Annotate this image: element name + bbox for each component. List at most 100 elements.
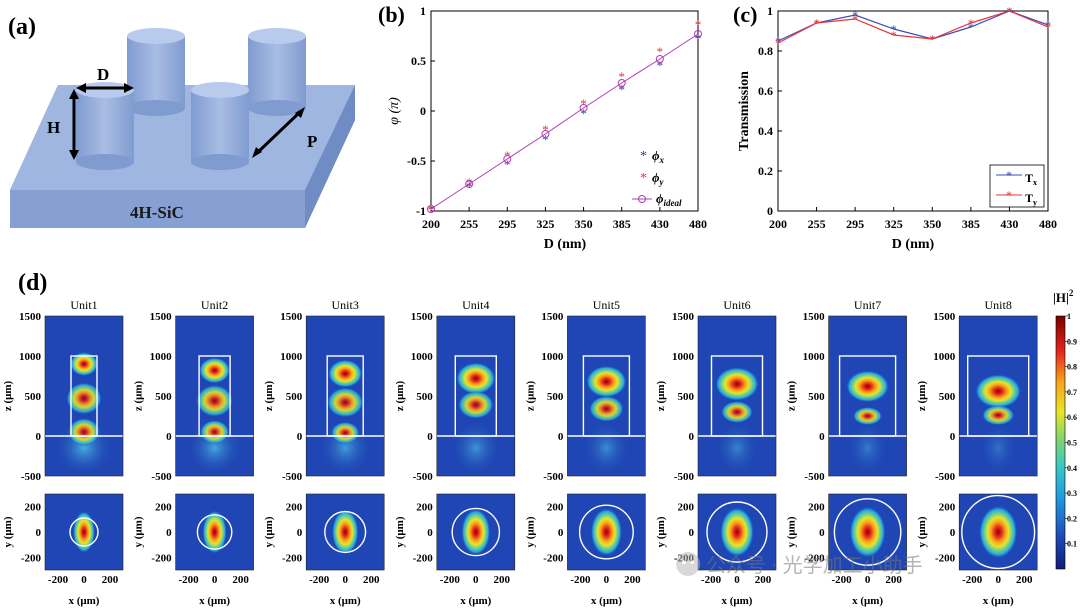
cylinder-front-left [76, 82, 134, 170]
z-tick-label: 0 [558, 431, 564, 443]
x-tick-label: -200 [701, 574, 722, 586]
y-axis-label: y (μm) [786, 516, 798, 547]
y-tick-label: -200 [151, 552, 172, 564]
x-tick-label: 200 [624, 574, 641, 586]
point-ideal [617, 79, 626, 87]
z-tick-label: 1500 [933, 311, 956, 323]
pillar-cross-section [451, 507, 501, 557]
panel-d-label: (d) [18, 270, 47, 296]
unit-panel-8: Unit8 1500 1000 500 0 -500 z (μm) 200 0 -200 y (μm… [916, 298, 1038, 607]
point-y: * [1006, 4, 1012, 18]
point-y: * [891, 28, 897, 42]
x-tick-label: 0 [734, 574, 740, 586]
z-tick-label: -500 [151, 471, 172, 483]
y-tick-label: 0 [420, 104, 426, 118]
z-tick-label: 1000 [541, 351, 564, 363]
substrate-label: 4H-SiC [130, 203, 184, 222]
y-tick-label: 0.2 [758, 164, 773, 178]
point-y: * [542, 122, 549, 137]
y-tick-label: -200 [282, 552, 303, 564]
z-tick-label: 1500 [19, 311, 42, 323]
y-axis-label: y (μm) [394, 516, 406, 547]
z-tick-label: 500 [808, 391, 825, 403]
z-tick-label: 500 [416, 391, 433, 403]
z-tick-label: -500 [674, 471, 695, 483]
point-y: * [814, 16, 820, 30]
legend-ty-marker: * [1006, 188, 1012, 202]
z-tick-label: -500 [21, 471, 42, 483]
colorbar-ticks: 1 0.9 0.8 0.7 0.6 0.5 0.4 0.3 0.2 0.1 [1065, 312, 1077, 549]
pillar-cross-section [961, 494, 1036, 570]
z-tick-label: 1500 [803, 311, 826, 323]
z-tick-label: 0 [166, 431, 172, 443]
x-tick-label: 200 [102, 574, 119, 586]
y-tick-label: 200 [155, 502, 172, 514]
x-tick-label: 200 [363, 574, 380, 586]
z-axis-label: z (μm) [655, 380, 667, 411]
z-tick-label: 1000 [933, 351, 956, 363]
dimension-arrows [69, 83, 305, 160]
colorbar-tick-label: 0.8 [1067, 363, 1077, 372]
colorbar-tick-label: 0.3 [1067, 489, 1077, 498]
point-x: * [968, 20, 974, 34]
y-tick-label: -200 [804, 552, 825, 564]
point-x: * [891, 22, 897, 36]
z-tick-label: 1000 [672, 351, 695, 363]
z-tick-label: 1500 [672, 311, 695, 323]
colorbar-tick-label: 0.1 [1067, 540, 1077, 549]
panel-c-label: (c) [733, 2, 757, 27]
colorbar-tick-label: 0.6 [1067, 413, 1077, 422]
cylinder-back-left [127, 28, 185, 116]
y-axis-label: y (μm) [916, 516, 928, 547]
x-tick-label: 200 [885, 574, 902, 586]
point-x: * [1045, 18, 1051, 32]
panel-c-xlabel: D (nm) [892, 237, 935, 252]
y-tick-label: 0 [166, 527, 172, 539]
unit-title: Unit8 [985, 298, 1012, 312]
x-tick-label: 0 [995, 574, 1001, 586]
x-tick-label: 0 [342, 574, 348, 586]
z-tick-label: 500 [155, 391, 172, 403]
point-y: * [695, 17, 702, 32]
x-axis-label: x (μm) [69, 595, 100, 607]
xz-field-map [175, 316, 254, 476]
xz-field-map [567, 316, 646, 476]
x-tick-label: -200 [962, 574, 983, 586]
y-tick-label: 200 [286, 502, 303, 514]
pillar-cross-section [196, 514, 233, 550]
point-ideal [503, 155, 512, 163]
x-axis-label: x (μm) [852, 595, 883, 607]
point-x: * [466, 179, 473, 194]
z-tick-label: 0 [427, 431, 433, 443]
z-tick-label: 0 [950, 431, 956, 443]
unit-panel-6: Unit6 1500 1000 500 0 -500 z (μm) 200 0 -200 y (μm… [655, 298, 777, 607]
x-tick-label: -200 [440, 574, 461, 586]
x-tick-label: 0 [865, 574, 871, 586]
unit-panel-3: Unit3 1500 1000 500 0 -500 z (μm) 200 0 -200 y (μm… [263, 298, 385, 607]
watermark-text: 公众号 · 光学加工小助手 [706, 554, 923, 577]
colorbar-tick-label: 0.9 [1067, 337, 1077, 346]
dimension-D-label: D [97, 65, 109, 84]
cylinder-back-right [248, 28, 306, 116]
y-tick-label: -200 [935, 552, 956, 564]
panel-c: (c) 0 0.2 0.4 0.6 0.8 1 200 255 295 325 350 385 430… [733, 2, 1057, 252]
z-tick-label: 1000 [280, 351, 303, 363]
substrate-side-face [305, 85, 355, 228]
panel-b: (b) -1 -0.5 0 0.5 1 200 255 295 325 350 385 430 480… [378, 2, 707, 252]
x-tick-label: -200 [570, 574, 591, 586]
colorbar-tick-label: 1 [1067, 312, 1071, 321]
z-tick-label: 0 [36, 431, 42, 443]
z-tick-label: -500 [804, 471, 825, 483]
pillar-cross-section [69, 517, 99, 547]
z-axis-label: z (μm) [524, 380, 536, 411]
y-tick-label: 0 [297, 527, 303, 539]
y-tick-label: 0 [558, 527, 564, 539]
pillar-cross-section [833, 498, 902, 566]
unit-panel-5: Unit5 1500 1000 500 0 -500 z (μm) 200 0 -200 y (μm… [524, 298, 646, 607]
x-tick-label: 295 [846, 217, 864, 231]
point-x: * [618, 82, 625, 97]
panel-b-xlabel: D (nm) [544, 237, 587, 252]
colorbar: |H|2 1 0.9 0.8 0.7 0.6 0.5 0.4 0.3 0.2 0.1 [1053, 288, 1077, 570]
point-y: * [580, 96, 587, 111]
